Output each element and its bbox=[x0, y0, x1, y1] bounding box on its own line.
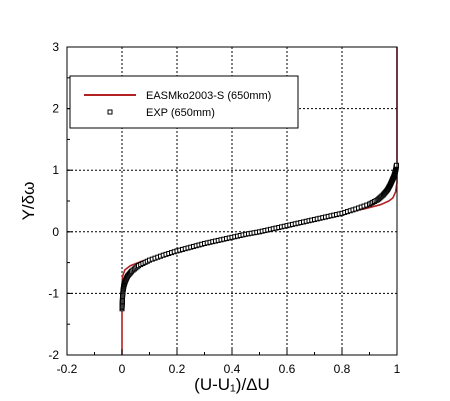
legend-label-exp: EXP (650mm) bbox=[146, 107, 215, 119]
y-tick-label: 1 bbox=[52, 163, 59, 177]
x-tick-label: 0.2 bbox=[169, 362, 186, 376]
x-tick-label: 1 bbox=[394, 362, 401, 376]
x-tick-label: 0.4 bbox=[224, 362, 241, 376]
y-tick-label: 3 bbox=[52, 40, 59, 54]
y-axis-title: Y/δω bbox=[19, 182, 38, 221]
x-axis-title: (U-U₁)/ΔU bbox=[194, 375, 270, 394]
x-tick-label: 0 bbox=[119, 362, 126, 376]
ticks bbox=[66, 46, 398, 356]
legend-label-easm: EASMko2003-S (650mm) bbox=[146, 90, 271, 102]
y-tick-label: 2 bbox=[52, 102, 59, 116]
tick-labels: -0.2 0 0.2 0.4 0.6 0.8 1 -2 -1 0 1 2 3 bbox=[48, 40, 400, 376]
series-layer bbox=[119, 47, 399, 355]
exp-marker bbox=[393, 162, 399, 168]
legend-marker-sample bbox=[107, 109, 113, 115]
legend-box bbox=[69, 75, 299, 129]
y-tick-label: -1 bbox=[48, 286, 59, 300]
y-tick-label: 0 bbox=[52, 225, 59, 239]
x-tick-label: 0.6 bbox=[279, 362, 296, 376]
legend: EASMko2003-S (650mm) EXP (650mm) bbox=[69, 75, 299, 129]
x-tick-label: 0.8 bbox=[334, 362, 351, 376]
y-tick-label: -2 bbox=[48, 348, 59, 362]
x-tick-label: -0.2 bbox=[57, 362, 78, 376]
grid bbox=[67, 47, 397, 355]
